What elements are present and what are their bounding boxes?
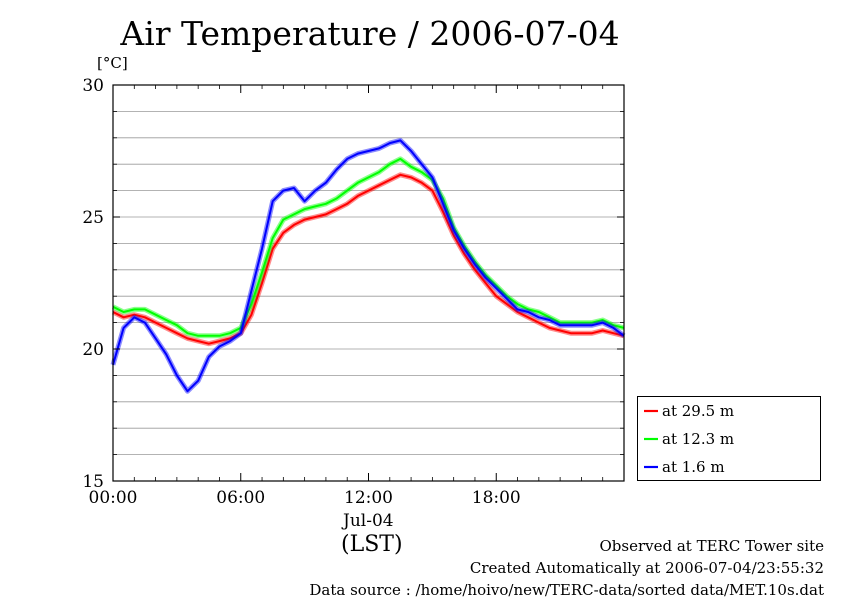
legend-label: at 1.6 m <box>662 458 725 476</box>
x-tick-label: 00:00 <box>89 488 138 508</box>
series-lines <box>110 137 626 394</box>
footer-notes: Observed at TERC Tower site Created Auto… <box>309 535 824 601</box>
series-line <box>112 173 625 345</box>
legend-swatch-icon <box>644 465 658 469</box>
legend-label: at 29.5 m <box>662 402 735 420</box>
x-axis-date-label: Jul-04 <box>343 511 394 531</box>
y-tick-label: 30 <box>82 76 104 96</box>
legend-swatch-icon <box>644 409 658 413</box>
y-tick-label: 25 <box>82 208 104 228</box>
x-axis-label: (LST) <box>341 532 403 557</box>
site-note: Observed at TERC Tower site <box>599 537 824 555</box>
series-3 <box>110 137 626 394</box>
x-tick-label: 06:00 <box>216 488 265 508</box>
x-tick-label: 12:00 <box>344 488 393 508</box>
y-tick-labels: 15 20 25 30 <box>82 76 104 492</box>
y-axis-unit-label: [°C] <box>97 54 128 72</box>
axis-ticks <box>112 84 624 482</box>
chart-title: Air Temperature / 2006-07-04 <box>120 14 620 53</box>
y-tick-label: 15 <box>82 472 104 492</box>
source-note: Data source : /home/hoivo/new/TERC-data/… <box>309 581 824 599</box>
legend-item: at 29.5 m <box>644 401 734 421</box>
y-tick-label: 20 <box>82 340 104 360</box>
series-2 <box>111 156 625 339</box>
series-band <box>111 156 625 339</box>
legend-item: at 12.3 m <box>644 429 734 449</box>
legend-label: at 12.3 m <box>662 430 735 448</box>
x-tick-label: 18:00 <box>472 488 521 508</box>
created-note: Created Automatically at 2006-07-04/23:5… <box>469 559 824 577</box>
x-tick-labels: 00:00 06:00 12:00 18:00 <box>89 488 521 508</box>
grid-lines <box>113 111 624 456</box>
series-1 <box>111 172 625 347</box>
legend-swatch-icon <box>644 437 658 441</box>
series-line <box>112 139 625 393</box>
series-line <box>112 157 625 337</box>
legend: at 29.5 m at 12.3 m at 1.6 m <box>637 396 821 481</box>
legend-item: at 1.6 m <box>644 457 725 477</box>
plot-frame <box>112 84 625 482</box>
